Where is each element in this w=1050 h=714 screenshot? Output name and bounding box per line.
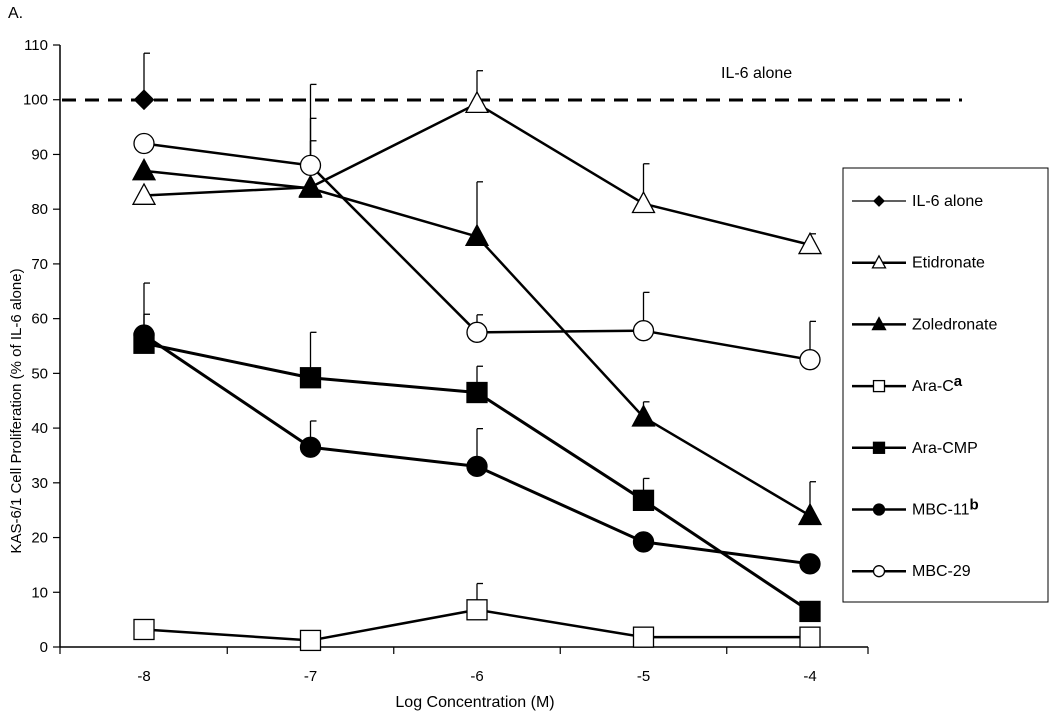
y-tick-label: 30	[31, 475, 48, 492]
y-tick-label: 70	[31, 256, 48, 273]
mbc-11-point	[632, 531, 655, 553]
legend-label: Ara-CMP	[912, 440, 978, 457]
zoledronate-point	[464, 223, 490, 246]
y-tick-label: 10	[31, 584, 48, 601]
legend-item-ara-cmp: Ara-CMP	[852, 440, 978, 457]
legend-label: MBC-11b	[912, 497, 979, 519]
ara-cmp-point	[466, 381, 488, 404]
ara-c-point	[466, 599, 488, 621]
y-axis-label: KAS-6/1 Cell Proliferation (% of IL-6 al…	[8, 268, 25, 553]
x-axis-label: Log Concentration (M)	[395, 694, 554, 711]
zoledronate-point	[797, 502, 823, 526]
y-tick-label: 20	[31, 530, 48, 547]
series-ara-c	[133, 582, 821, 652]
mbc-29-point	[632, 320, 655, 342]
ara-c-point	[133, 618, 155, 641]
series-mbc-11	[133, 313, 821, 575]
y-tick-label: 50	[31, 365, 48, 382]
y-tick-label: 110	[24, 37, 48, 54]
legend: IL-6 alone Etidronate Zoledronate Ara-Ca Ara…	[852, 193, 997, 580]
legend-item-zoledronate: Zoledronate	[852, 316, 997, 333]
mbc-11-point	[299, 436, 322, 458]
legend-swatch-marker	[873, 195, 885, 207]
series-mbc-29	[133, 83, 821, 371]
y-tick-label: 40	[31, 420, 48, 437]
ara-c-point	[632, 626, 655, 648]
ara-c-point	[299, 629, 322, 652]
mbc-29-point	[299, 154, 322, 177]
etidronate-point	[631, 190, 656, 214]
ara-cmp-point	[299, 367, 322, 389]
x-tick-label: -5	[637, 668, 650, 685]
mbc-29-point	[799, 349, 821, 371]
x-tick-label: -6	[470, 668, 483, 685]
etidronate-point	[464, 90, 490, 114]
mbc-11-point	[133, 324, 155, 346]
series-il-6-alone	[133, 52, 155, 111]
legend-label: IL-6 alone	[912, 193, 983, 210]
mbc-29-point	[133, 132, 155, 155]
panel-label: A.	[8, 5, 23, 22]
y-tick-label: 100	[23, 92, 48, 109]
y-tick-label: 90	[31, 146, 48, 163]
y-tick-label: 60	[31, 311, 48, 328]
legend-label: Zoledronate	[912, 316, 997, 333]
axis-ticks: 0 10 20 30 40 50 60 70 80 90 100 110 -8 -7 -6 -5 -4	[23, 37, 869, 685]
legend-label: Etidronate	[912, 255, 985, 272]
ara-c-point	[799, 626, 821, 648]
legend-item-etidronate: Etidronate	[852, 254, 985, 272]
series-ara-cmp	[133, 282, 821, 623]
etidronate-point	[131, 182, 157, 205]
legend-swatch-marker	[871, 254, 887, 269]
x-tick-label: -4	[803, 668, 816, 685]
zoledronate-point	[631, 404, 656, 427]
y-tick-label: 0	[40, 639, 48, 656]
legend-swatch-marker	[872, 441, 886, 454]
legend-swatch-marker	[871, 316, 887, 331]
mbc-11-point	[466, 455, 488, 478]
legend-swatch-marker	[872, 503, 886, 516]
legend-item-mbc-29: MBC-29	[852, 563, 971, 580]
zoledronate-point	[298, 175, 323, 198]
x-tick-label: -7	[304, 668, 317, 685]
mbc-29-point	[466, 321, 488, 343]
x-tick-label: -8	[137, 668, 150, 685]
ara-cmp-point	[799, 600, 821, 623]
plot-area	[131, 52, 823, 652]
ara-cmp-point	[632, 489, 655, 511]
legend-label: MBC-29	[912, 563, 971, 580]
y-tick-label: 80	[31, 201, 48, 218]
legend-item-il-6-alone: IL-6 alone	[852, 193, 983, 210]
il-6-alone-point	[133, 89, 155, 111]
series-zoledronate	[131, 117, 823, 526]
mbc-11-point	[799, 553, 821, 575]
legend-swatch-marker	[872, 565, 886, 578]
legend-item-ara-c: Ara-Ca	[852, 373, 963, 395]
etidronate-point	[797, 231, 823, 255]
legend-item-mbc-11: MBC-11b	[852, 497, 979, 519]
reference-line-label: IL-6 alone	[721, 65, 792, 82]
legend-swatch-marker	[872, 379, 886, 393]
zoledronate-point	[131, 157, 157, 181]
legend-label: Ara-Ca	[912, 373, 963, 395]
